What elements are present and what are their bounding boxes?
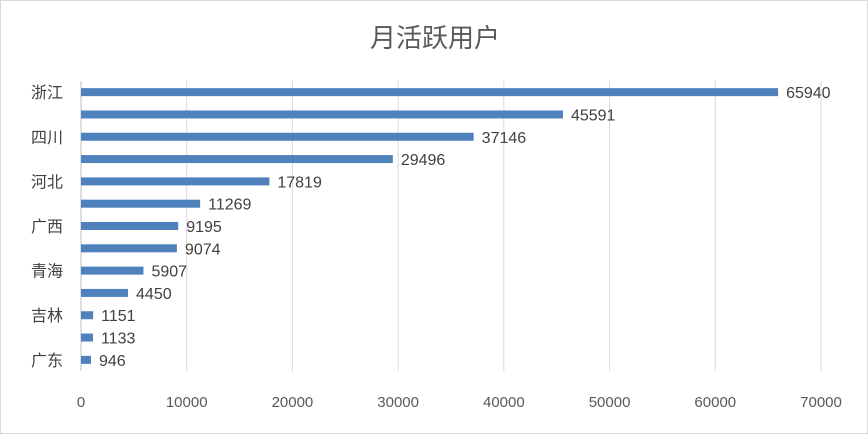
x-tick-labels: 0 10000 20000 30000 40000 50000 60000 70000 — [77, 394, 842, 411]
bar — [81, 311, 94, 320]
chart-title: 月活跃用户 — [370, 24, 500, 54]
bar — [81, 288, 129, 297]
bar — [81, 244, 177, 253]
x-tick-label: 30000 — [377, 394, 419, 411]
data-label: 9195 — [186, 219, 222, 236]
data-label: 1133 — [101, 331, 136, 348]
bar — [81, 88, 779, 97]
category-label: 四川 — [31, 128, 63, 147]
category-label: 青海 — [31, 262, 63, 281]
category-label: 广东 — [31, 351, 63, 370]
data-label: 45591 — [571, 107, 616, 124]
category-label: 广西 — [31, 217, 63, 236]
bar — [81, 132, 474, 141]
data-label: 1151 — [101, 308, 136, 325]
data-label: 65940 — [786, 85, 831, 102]
bar — [81, 333, 93, 342]
data-label: 946 — [99, 353, 126, 370]
data-label: 29496 — [401, 152, 446, 169]
x-tick-label: 20000 — [272, 394, 314, 411]
bar — [81, 155, 393, 164]
data-label: 9074 — [185, 241, 221, 258]
bar — [81, 355, 92, 364]
bar — [81, 110, 563, 119]
x-tick-label: 10000 — [166, 394, 208, 411]
x-tick-label: 70000 — [800, 394, 842, 411]
category-label: 吉林 — [31, 306, 63, 325]
x-tick-label: 60000 — [694, 394, 736, 411]
bars — [81, 88, 779, 364]
data-label: 37146 — [482, 130, 527, 147]
category-label: 河北 — [31, 172, 63, 191]
data-label: 4450 — [136, 286, 172, 303]
category-label: 浙江 — [31, 83, 63, 102]
bar — [81, 199, 201, 208]
bar — [81, 177, 270, 186]
x-tick-label: 0 — [77, 394, 85, 411]
data-label: 17819 — [277, 174, 322, 191]
bar — [81, 266, 144, 275]
value-labels: 65940 45591 37146 29496 17819 11269 9195 9074 59… — [99, 85, 831, 370]
bar — [81, 222, 179, 230]
data-label: 5907 — [151, 264, 187, 281]
gridlines — [80, 81, 822, 371]
x-tick-label: 40000 — [483, 394, 525, 411]
data-label: 11269 — [208, 197, 251, 214]
x-tick-label: 50000 — [589, 394, 631, 411]
